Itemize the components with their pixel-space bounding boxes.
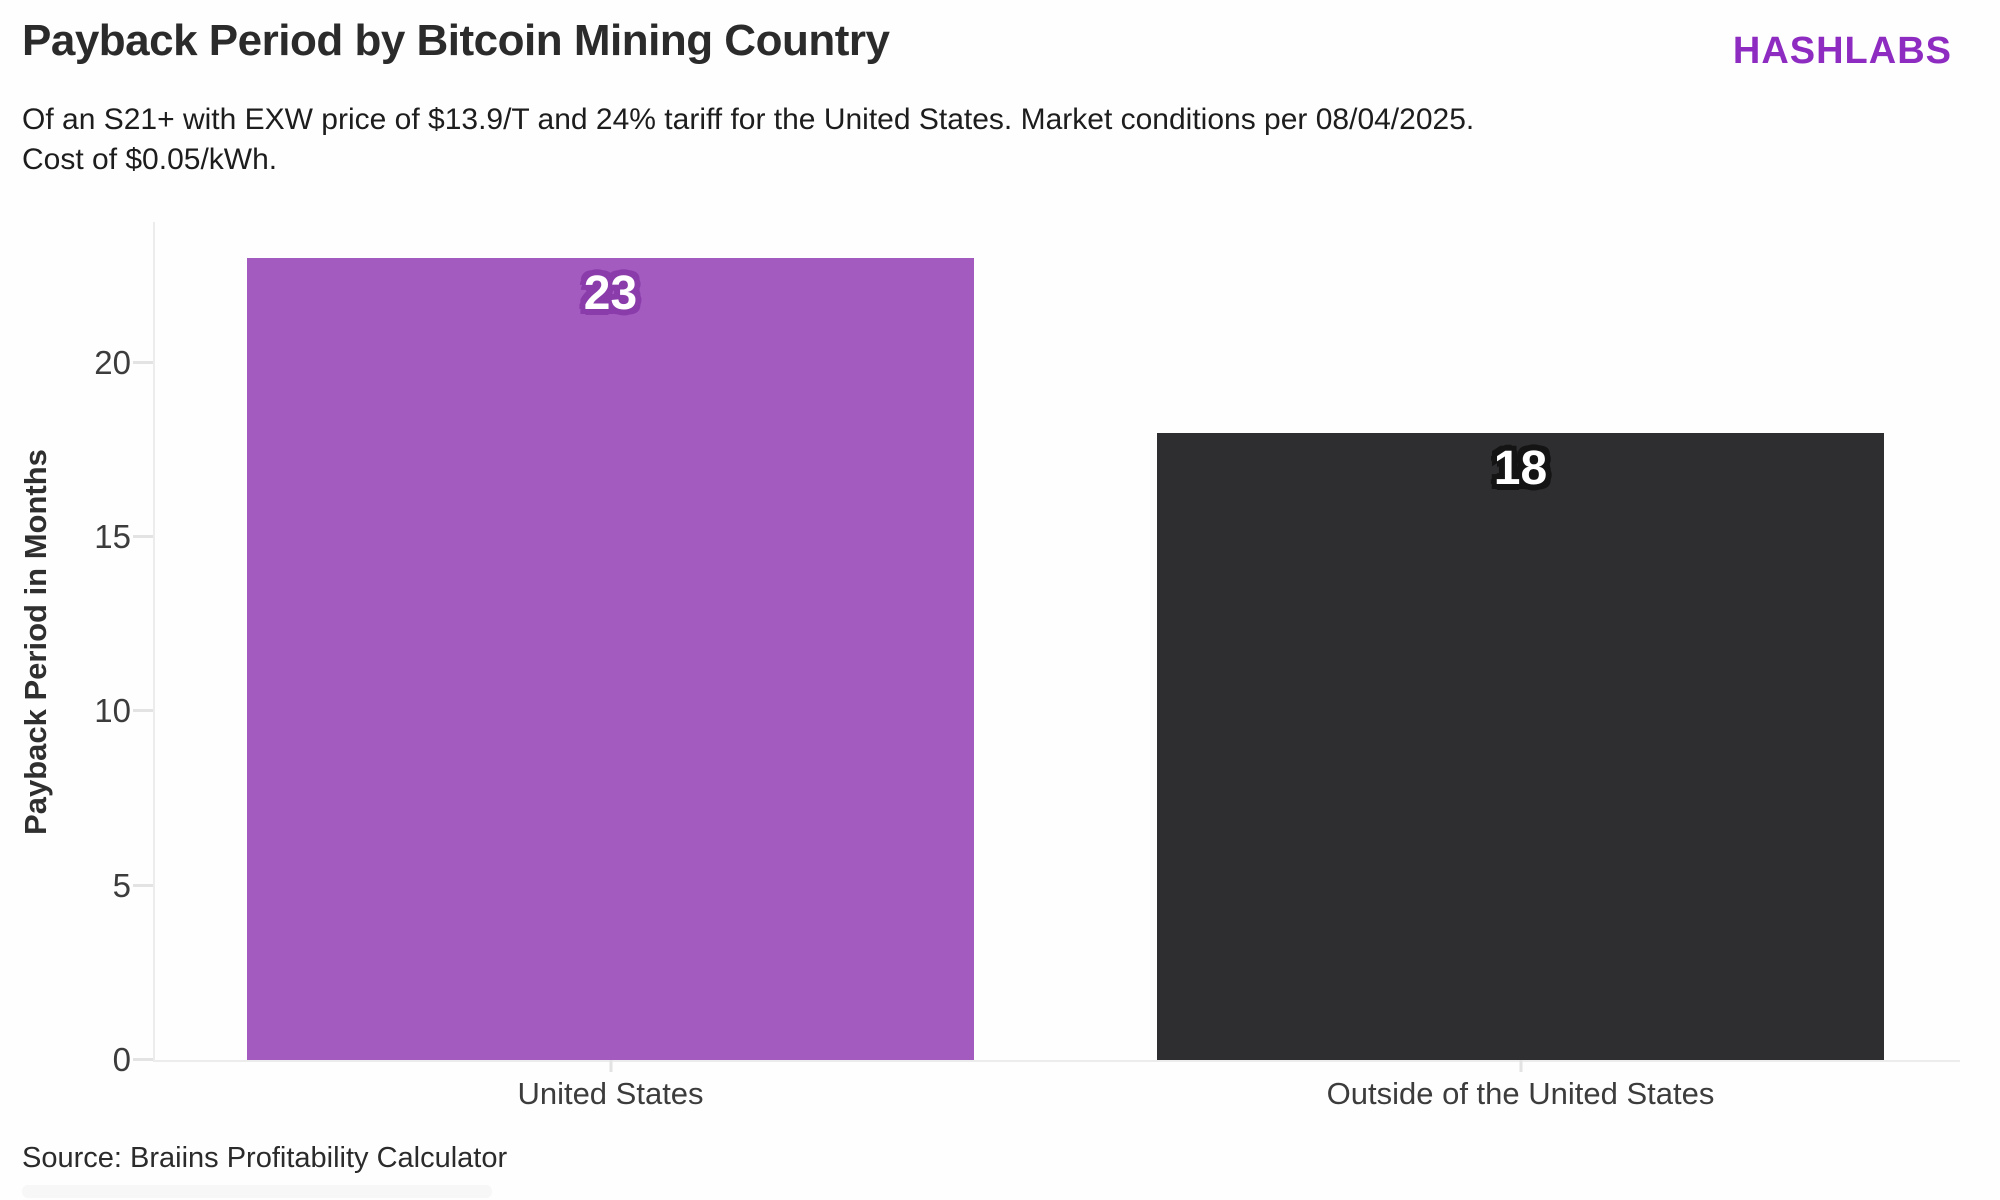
- bar-value-label: 18: [1493, 442, 1548, 495]
- x-category-label: United States: [517, 1076, 704, 1111]
- y-tick-label: 0: [112, 1041, 131, 1078]
- bar-outside-united-states: 18: [1157, 433, 1884, 1060]
- x-tick-mark: [1519, 1060, 1522, 1072]
- y-tick-mark: [133, 361, 153, 364]
- bar-united-states: 23: [247, 258, 974, 1060]
- watermark-strip: [22, 1185, 492, 1198]
- hashlabs-logo: HASHLABS: [1732, 30, 1952, 72]
- x-category-label: Outside of the United States: [1326, 1076, 1715, 1111]
- y-tick-label: 20: [94, 344, 131, 381]
- page-title: Payback Period by Bitcoin Mining Country: [22, 16, 890, 65]
- y-tick-label: 5: [112, 867, 131, 904]
- source-attribution: Source: Braiins Profitability Calculator: [22, 1142, 508, 1174]
- plot-area: 0 5 10 15 20 23 18 United States Outside of …: [94, 222, 1960, 1111]
- y-tick-mark: [133, 884, 153, 887]
- y-axis-title: Payback Period in Months: [18, 449, 53, 835]
- chart-subtitle: Of an S21+ with EXW price of $13.9/T and…: [22, 103, 1475, 176]
- x-tick-mark: [609, 1060, 612, 1072]
- y-tick-label: 15: [94, 518, 131, 555]
- y-tick-mark: [133, 709, 153, 712]
- y-tick-mark: [133, 1058, 153, 1061]
- y-tick-label: 10: [94, 692, 131, 729]
- y-tick-mark: [133, 535, 153, 538]
- bar-value-label: 23: [583, 267, 638, 320]
